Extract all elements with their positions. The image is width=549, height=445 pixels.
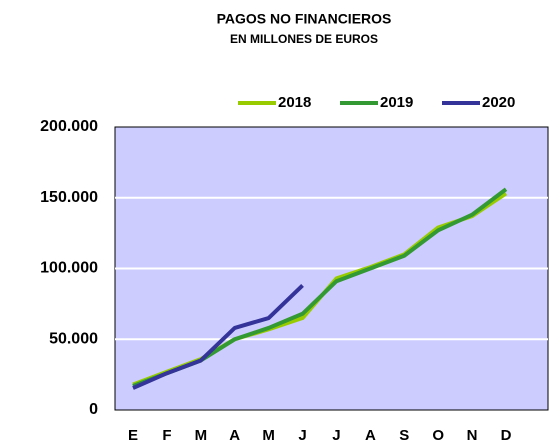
x-tick-label: F (162, 427, 171, 444)
y-tick-label: 0 (89, 401, 98, 418)
x-tick-label: N (467, 427, 478, 444)
chart-subtitle: EN MILLONES DE EUROS (230, 32, 378, 46)
x-tick-label: M (262, 427, 275, 444)
series-line (132, 284, 304, 390)
x-tick-label: M (195, 427, 208, 444)
y-tick-label: 50.000 (49, 330, 98, 347)
x-tick-label: A (229, 427, 240, 444)
y-tick-label: 100.000 (40, 260, 98, 277)
x-tick-label: O (432, 427, 444, 444)
x-tick-label: J (332, 427, 340, 444)
y-tick-label: 200.000 (40, 118, 98, 135)
legend-label: 2019 (380, 94, 413, 111)
x-tick-label: J (298, 427, 306, 444)
legend-label: 2018 (278, 94, 311, 111)
x-tick-label: E (128, 427, 138, 444)
chart-title: PAGOS NO FINANCIEROS (217, 11, 392, 27)
x-tick-label: A (365, 427, 376, 444)
y-tick-label: 150.000 (40, 189, 98, 206)
legend-label: 2020 (482, 94, 515, 111)
x-tick-label: D (501, 427, 512, 444)
x-tick-label: S (399, 427, 409, 444)
